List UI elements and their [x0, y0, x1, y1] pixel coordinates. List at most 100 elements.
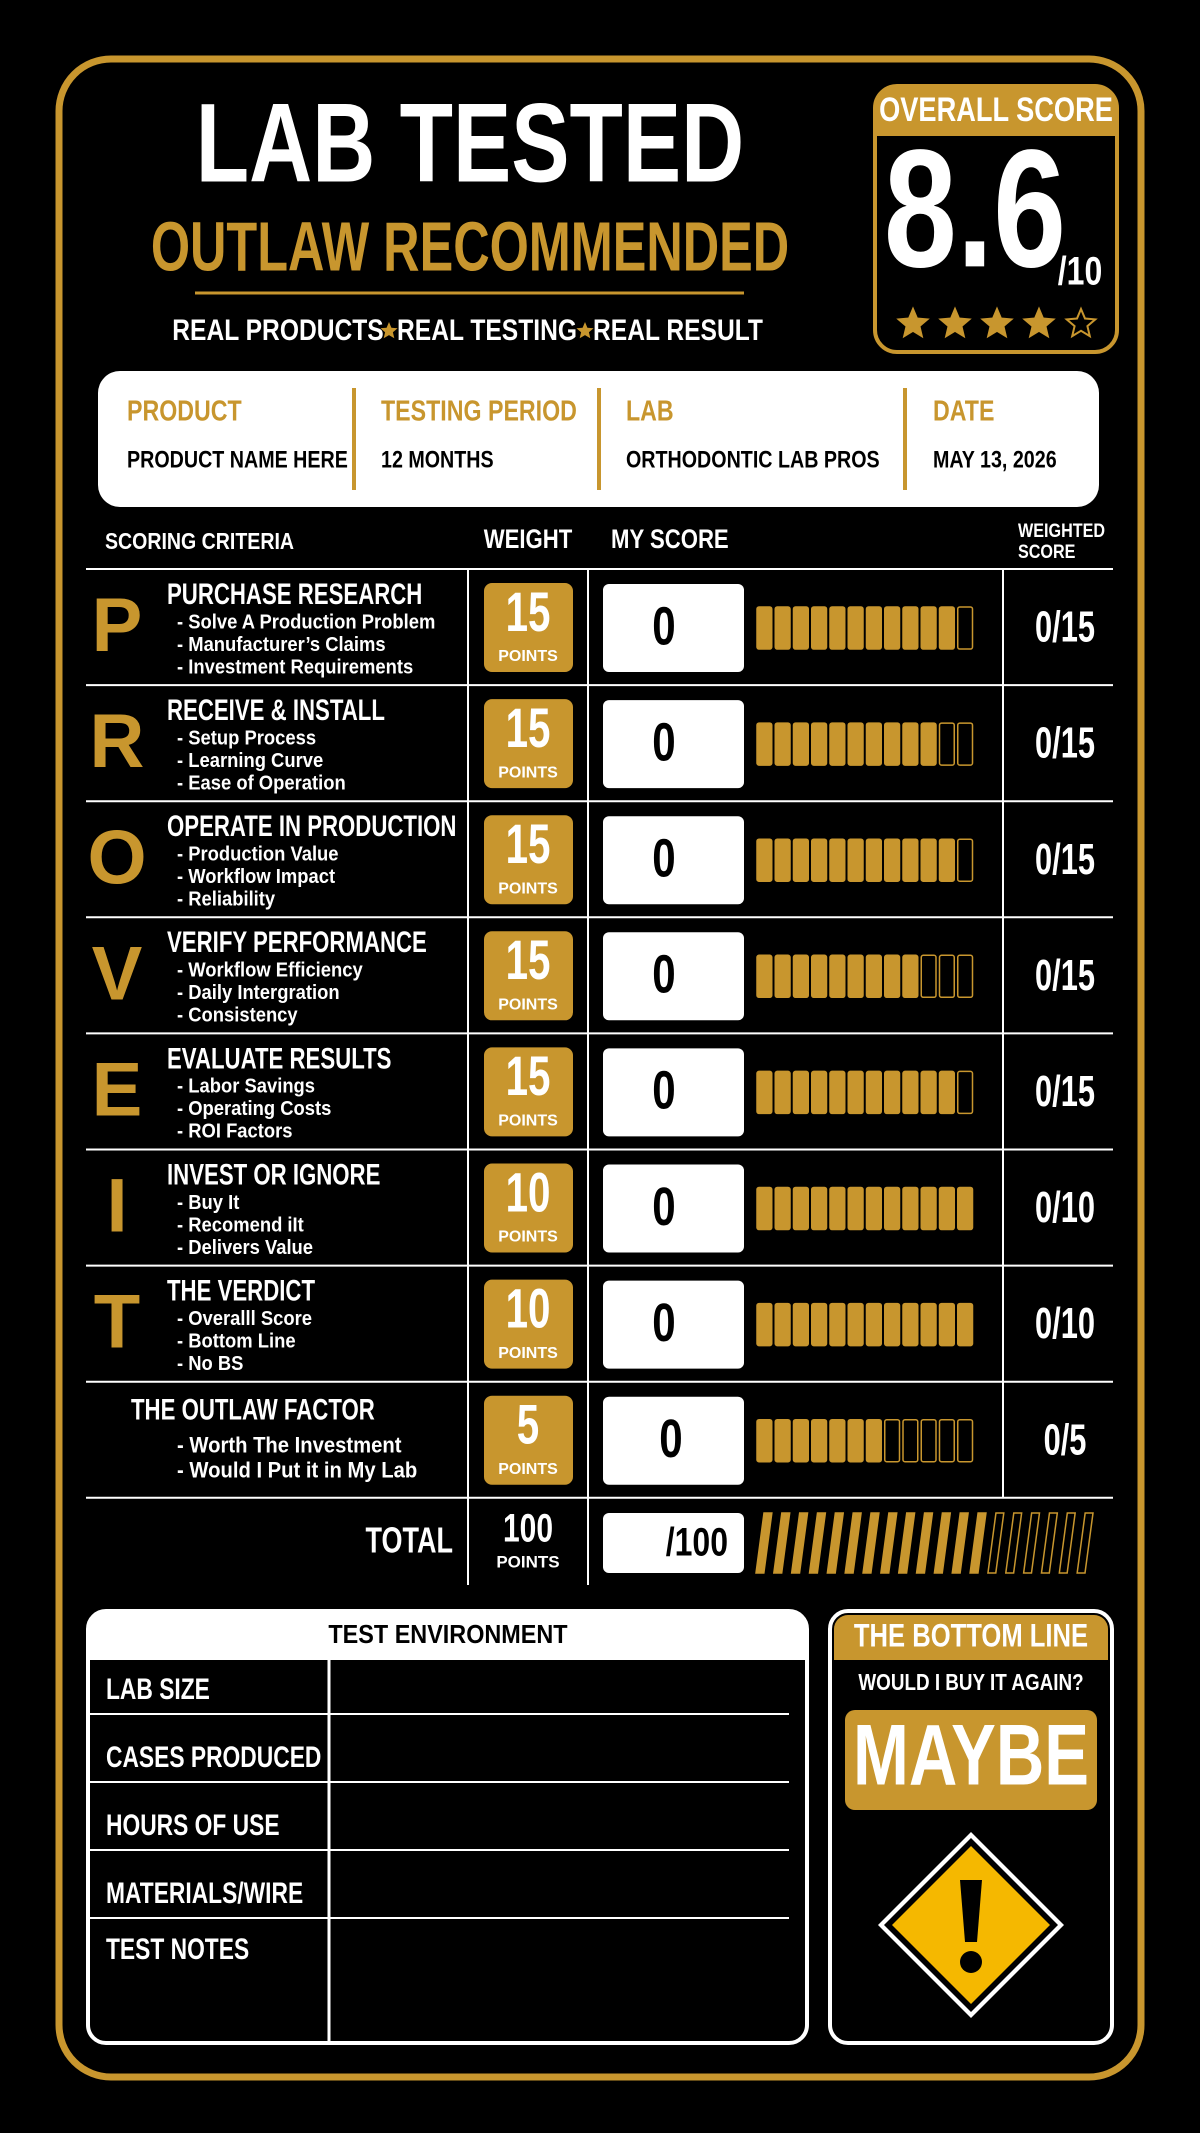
score-bar-segment	[865, 1070, 882, 1115]
rating-star	[938, 306, 972, 339]
score-bar-segment	[774, 954, 791, 999]
score-bar-segment	[847, 1302, 864, 1347]
criteria-item: - Bottom Line	[177, 1330, 296, 1352]
score-bar-segment	[938, 606, 955, 650]
total-bar-segment	[915, 1512, 934, 1574]
score-bar-segment	[829, 838, 846, 882]
score-bar-segment	[920, 954, 937, 999]
weighted-score: 0/15	[1035, 835, 1095, 884]
weighted-score: 0/15	[1035, 603, 1095, 652]
score-bar-segment	[920, 606, 937, 650]
prove-letter: R	[90, 699, 145, 784]
score-bar-segment	[829, 1418, 846, 1463]
bottom-line-question: WOULD I BUY IT AGAIN?	[858, 1669, 1083, 1695]
weighted-score: 0/15	[1035, 719, 1095, 768]
score-bar-segment	[811, 606, 828, 650]
score-bar-segment	[774, 722, 791, 766]
score-bar-segment	[756, 1418, 773, 1463]
environment-header	[88, 1611, 807, 1660]
weight-unit: POINTS	[498, 1345, 558, 1362]
weight-value: 10	[506, 1276, 551, 1339]
total-bar-segment	[772, 1512, 791, 1574]
score-bar-segment	[902, 1186, 919, 1231]
total-bar-segment	[987, 1512, 1005, 1574]
score-field	[603, 1396, 744, 1485]
score-bar-segment	[920, 1418, 937, 1463]
weight-badge	[484, 931, 573, 1021]
score-label: OVERALL SCORE	[879, 91, 1113, 129]
info-value: MAY 13, 2026	[933, 446, 1057, 473]
environment-label: MATERIALS/WIRE	[106, 1877, 303, 1910]
score-bar-segment	[811, 1418, 828, 1463]
score-bar-segment	[847, 1070, 864, 1115]
bottom-line-header	[834, 1615, 1108, 1660]
score-value: 0	[652, 828, 675, 888]
total-bar-segment	[844, 1512, 862, 1574]
weight-value: 15	[506, 580, 551, 643]
total-bar-segment	[880, 1512, 898, 1574]
total-weight: 100	[503, 1507, 553, 1551]
score-bar-segment	[847, 1418, 864, 1463]
score-bar-segment	[920, 838, 937, 882]
score-bar-segment	[902, 606, 919, 650]
score-bar-segment	[792, 1186, 809, 1231]
score-bar-segment	[829, 1302, 846, 1347]
prove-letter: V	[92, 931, 143, 1016]
score-bar-segment	[902, 1070, 919, 1115]
criteria-item: - Manufacturer’s Claims	[177, 634, 386, 656]
environment-title: TEST ENVIRONMENT	[328, 1619, 567, 1649]
weight-badge	[484, 583, 573, 672]
score-bar-segment	[756, 1302, 773, 1347]
overall-score: 8.6	[884, 114, 1066, 302]
score-bar-segment	[756, 954, 773, 999]
bottom-line-title: THE BOTTOM LINE	[854, 1617, 1088, 1653]
weight-value: 15	[506, 812, 551, 875]
score-bar-segment	[792, 606, 809, 650]
score-bar-segment	[792, 722, 809, 766]
score-bar-segment	[884, 1418, 901, 1463]
weight-badge	[484, 1047, 573, 1137]
total-bar-segment	[790, 1512, 809, 1574]
prove-letter: T	[94, 1280, 140, 1365]
score-bar-segment	[756, 1070, 773, 1115]
rating-star	[980, 306, 1014, 339]
score-bar-segment	[920, 1302, 937, 1347]
score-bar-segment	[829, 606, 846, 650]
score-bar-segment	[902, 722, 919, 766]
score-bar-segment	[774, 1302, 791, 1347]
prove-letter: P	[92, 583, 143, 668]
star-icon	[576, 322, 594, 339]
criteria-title: THE VERDICT	[167, 1275, 315, 1308]
score-value: 0	[652, 945, 675, 1005]
prove-letter: I	[106, 1164, 127, 1249]
weight-unit: POINTS	[498, 880, 558, 897]
score-bar-segment	[938, 1070, 955, 1115]
score-bar-segment	[774, 606, 791, 650]
score-bar-segment	[902, 1418, 919, 1463]
column-header: WEIGHT	[484, 524, 573, 554]
score-bar-segment	[957, 722, 974, 766]
weight-value: 15	[506, 1044, 551, 1107]
score-bar-segment	[847, 1186, 864, 1231]
score-bar-segment	[865, 1418, 882, 1463]
weight-badge	[484, 1163, 573, 1253]
weighted-score: 0/15	[1035, 1067, 1095, 1116]
score-bar-segment	[957, 954, 974, 999]
rating-star	[1022, 306, 1056, 339]
score-bar-segment	[811, 1070, 828, 1115]
weight-value: 10	[506, 1160, 551, 1223]
score-bar-segment	[938, 1186, 955, 1231]
criteria-item: - Investment Requirements	[177, 656, 413, 678]
total-label: TOTAL	[366, 1520, 453, 1561]
info-value: PRODUCT NAME HERE	[127, 446, 348, 473]
column-header: WEIGHTED	[1018, 521, 1105, 542]
criteria-item: - Delivers Value	[177, 1237, 313, 1259]
score-bar-segment	[884, 1070, 901, 1115]
score-value: 0	[652, 1061, 675, 1121]
weight-unit: POINTS	[498, 648, 558, 665]
score-bar-segment	[865, 722, 882, 766]
info-value: 12 MONTHS	[381, 446, 494, 473]
score-bar-segment	[847, 954, 864, 999]
